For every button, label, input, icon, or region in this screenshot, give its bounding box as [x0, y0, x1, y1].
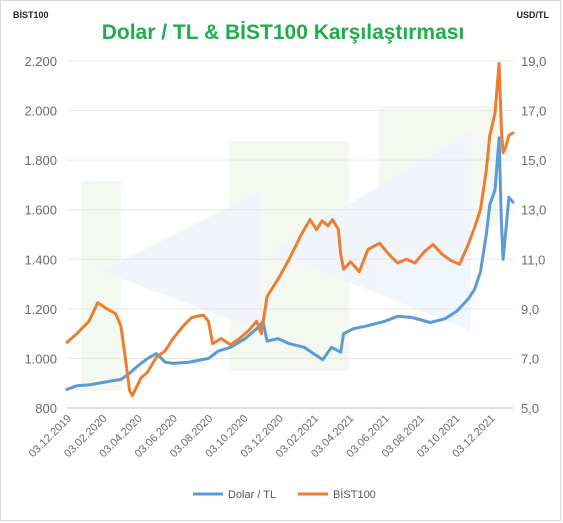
right-tick-label: 9,0	[521, 302, 539, 317]
right-tick-label: 19,0	[521, 54, 546, 69]
right-tick-label: 7,0	[521, 351, 539, 366]
right-tick-label: 13,0	[521, 203, 546, 218]
left-axis-unit: BİST100	[13, 10, 49, 20]
right-tick-label: 17,0	[521, 104, 546, 119]
right-axis-unit: USD/TL	[517, 10, 550, 20]
legend-label-bist: BİST100	[333, 488, 376, 501]
left-tick-label: 1.000	[24, 351, 57, 366]
background-watermark	[81, 106, 499, 391]
x-axis-ticks: 03.12.201903.02.202003.04.202003.06.2020…	[27, 413, 498, 460]
left-tick-label: 1.600	[24, 203, 57, 218]
legend-label-usd: Dolar / TL	[228, 489, 276, 501]
left-tick-label: 1.400	[24, 252, 57, 267]
left-tick-label: 1.200	[24, 302, 57, 317]
left-tick-label: 2.000	[24, 104, 57, 119]
series-line-usd	[65, 136, 515, 391]
series-lines	[65, 62, 515, 398]
legend: Dolar / TL BİST100	[193, 488, 376, 501]
left-tick-label: 800	[35, 401, 57, 416]
left-tick-label: 1.800	[24, 153, 57, 168]
chart-title: Dolar / TL & BİST100 Karşılaştırması	[102, 21, 465, 44]
gridlines	[67, 60, 513, 409]
right-tick-label: 5,0	[521, 401, 539, 416]
right-tick-label: 11,0	[521, 252, 545, 267]
left-axis-ticks: 800 1.000 1.200 1.400 1.600 1.800 2.000 2.200	[24, 54, 57, 416]
series-line-bist	[65, 62, 515, 398]
left-tick-label: 2.200	[24, 54, 57, 69]
right-axis-ticks: 5,0 7,0 9,0 11,0 13,0 15,0 17,0 19,0	[521, 54, 546, 416]
right-tick-label: 15,0	[521, 153, 546, 168]
